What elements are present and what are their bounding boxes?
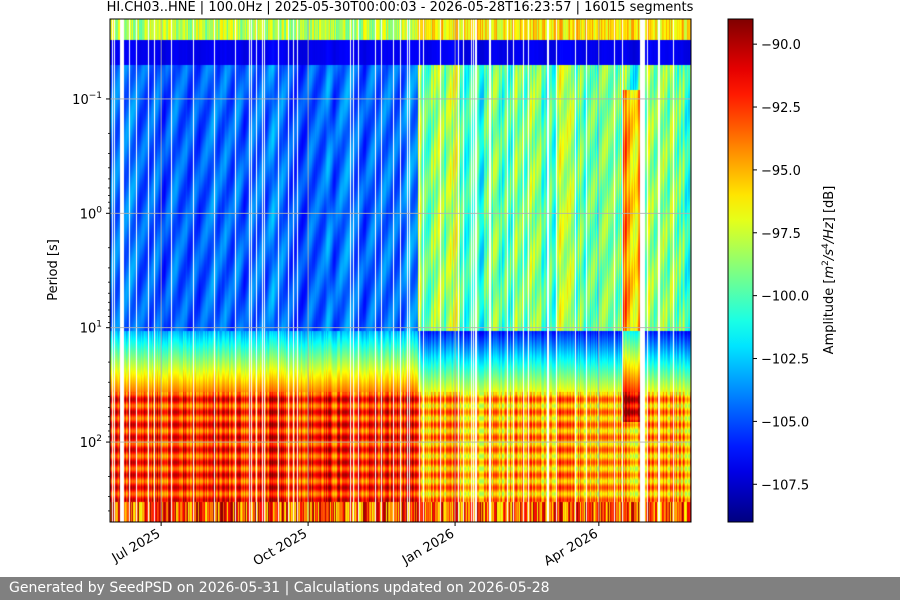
x-tick-label: Jul 2025 [109,526,163,566]
y-tick-label: 101 [80,320,102,337]
grid-lines [110,19,691,522]
colorbar-tick-label: −97.5 [761,227,801,242]
colorbar-label: Amplitude [m2/s4/Hz] [dB] [821,186,837,355]
footer-status: Generated by SeedPSD on 2026-05-31 | Cal… [0,577,900,600]
colorbar-tick-label: −102.5 [761,353,809,368]
spectrogram-heatmap [110,19,691,522]
colorbar-ticks: −90.0 −92.5 −95.0 −97.5 −100.0 −102.5 −105.0 −1… [753,38,809,493]
x-axis: Jul 2025 Oct 2025 Jan 2026 Apr 2026 [109,522,601,569]
x-tick-label: Jan 2026 [399,526,457,568]
plot-frame [109,18,692,523]
colorbar-tick-label: −92.5 [761,101,801,116]
x-tick-label: Apr 2026 [542,526,601,569]
x-tick-label: Oct 2025 [251,526,310,569]
y-tick-label: 102 [80,434,102,451]
y-axis-label: Period [s] [46,239,61,301]
colorbar-tick-label: −100.0 [761,290,809,305]
colorbar-tick-label: −107.5 [761,478,809,493]
colorbar: −90.0 −92.5 −95.0 −97.5 −100.0 −102.5 −105.0 −1… [727,18,837,523]
colorbar-tick-label: −95.0 [761,164,801,179]
colorbar-tick-label: −90.0 [761,38,801,53]
y-tick-label: 100 [80,205,103,222]
y-axis: 10−1 100 101 102 [72,91,110,512]
colorbar-gradient [727,18,754,523]
colorbar-tick-label: −105.0 [761,415,809,430]
chart-title: HI.CH03..HNE | 100.0Hz | 2025-05-30T00:0… [107,0,694,15]
y-tick-label: 10−1 [72,91,102,108]
spectrogram-plot-area: Jul 2025 Oct 2025 Jan 2026 Apr 2026 10−1 100… [72,18,692,569]
